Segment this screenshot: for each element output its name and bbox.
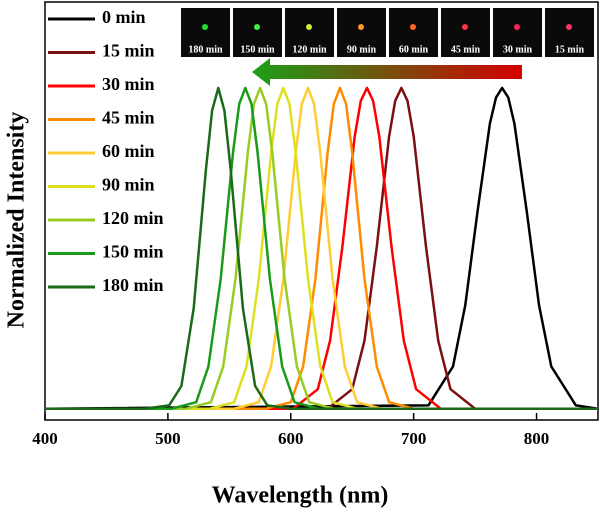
legend-label: 120 min	[102, 208, 164, 228]
x-tick-label: 700	[401, 429, 427, 448]
inset-glow	[202, 24, 208, 30]
plot-frame	[44, 1, 599, 421]
inset-photo	[545, 8, 594, 57]
inset-glow	[514, 24, 520, 30]
inset-label: 150 min	[240, 44, 275, 55]
inset-label: 180 min	[188, 44, 223, 55]
legend-label: 150 min	[102, 242, 164, 262]
inset-photo	[285, 8, 334, 57]
inset-glow	[566, 24, 572, 30]
spectrum-line	[45, 86, 598, 410]
inset-label: 120 min	[292, 44, 327, 55]
x-tick-label: 600	[278, 429, 304, 448]
inset-photo	[389, 8, 438, 57]
legend-label: 45 min	[102, 108, 155, 128]
legend-label: 30 min	[102, 74, 155, 94]
inset-label: 90 min	[347, 44, 377, 55]
inset-glow	[462, 24, 468, 30]
x-tick-label: 500	[155, 429, 181, 448]
inset-photo	[493, 8, 542, 57]
legend-label: 180 min	[102, 275, 164, 295]
spectrum-line	[44, 86, 599, 410]
y-axis-label: Normalized Intensity	[4, 112, 30, 329]
spectrum-line	[45, 86, 598, 410]
spectrum-line	[45, 86, 598, 410]
legend-label: 60 min	[102, 141, 155, 161]
inset-glow	[410, 24, 416, 30]
legend-label: 0 min	[102, 7, 146, 27]
x-axis-label: Wavelength (nm)	[212, 483, 389, 509]
inset-photo	[233, 8, 282, 57]
legend-label: 15 min	[102, 41, 155, 61]
inset-label: 45 min	[451, 44, 481, 55]
x-tick-label: 800	[524, 429, 550, 448]
inset-glow	[254, 24, 260, 30]
arrow	[252, 58, 522, 86]
inset-glow	[358, 24, 364, 30]
legend-label: 90 min	[102, 175, 155, 195]
inset-label: 30 min	[503, 44, 533, 55]
inset-label: 60 min	[399, 44, 429, 55]
inset-label: 15 min	[555, 44, 585, 55]
inset-images: 180 min 150 min 120 min 90 min 60 min 45 min 3…	[181, 8, 594, 57]
spectrum-line	[45, 86, 598, 410]
spectrum-line	[45, 86, 598, 410]
inset-photo	[441, 8, 490, 57]
x-tick-label: 400	[32, 429, 58, 448]
inset-photo	[181, 8, 230, 57]
spectrum-line	[45, 86, 598, 410]
inset-glow	[306, 24, 312, 30]
inset-photo	[337, 8, 386, 57]
spectrum-line	[45, 86, 598, 410]
